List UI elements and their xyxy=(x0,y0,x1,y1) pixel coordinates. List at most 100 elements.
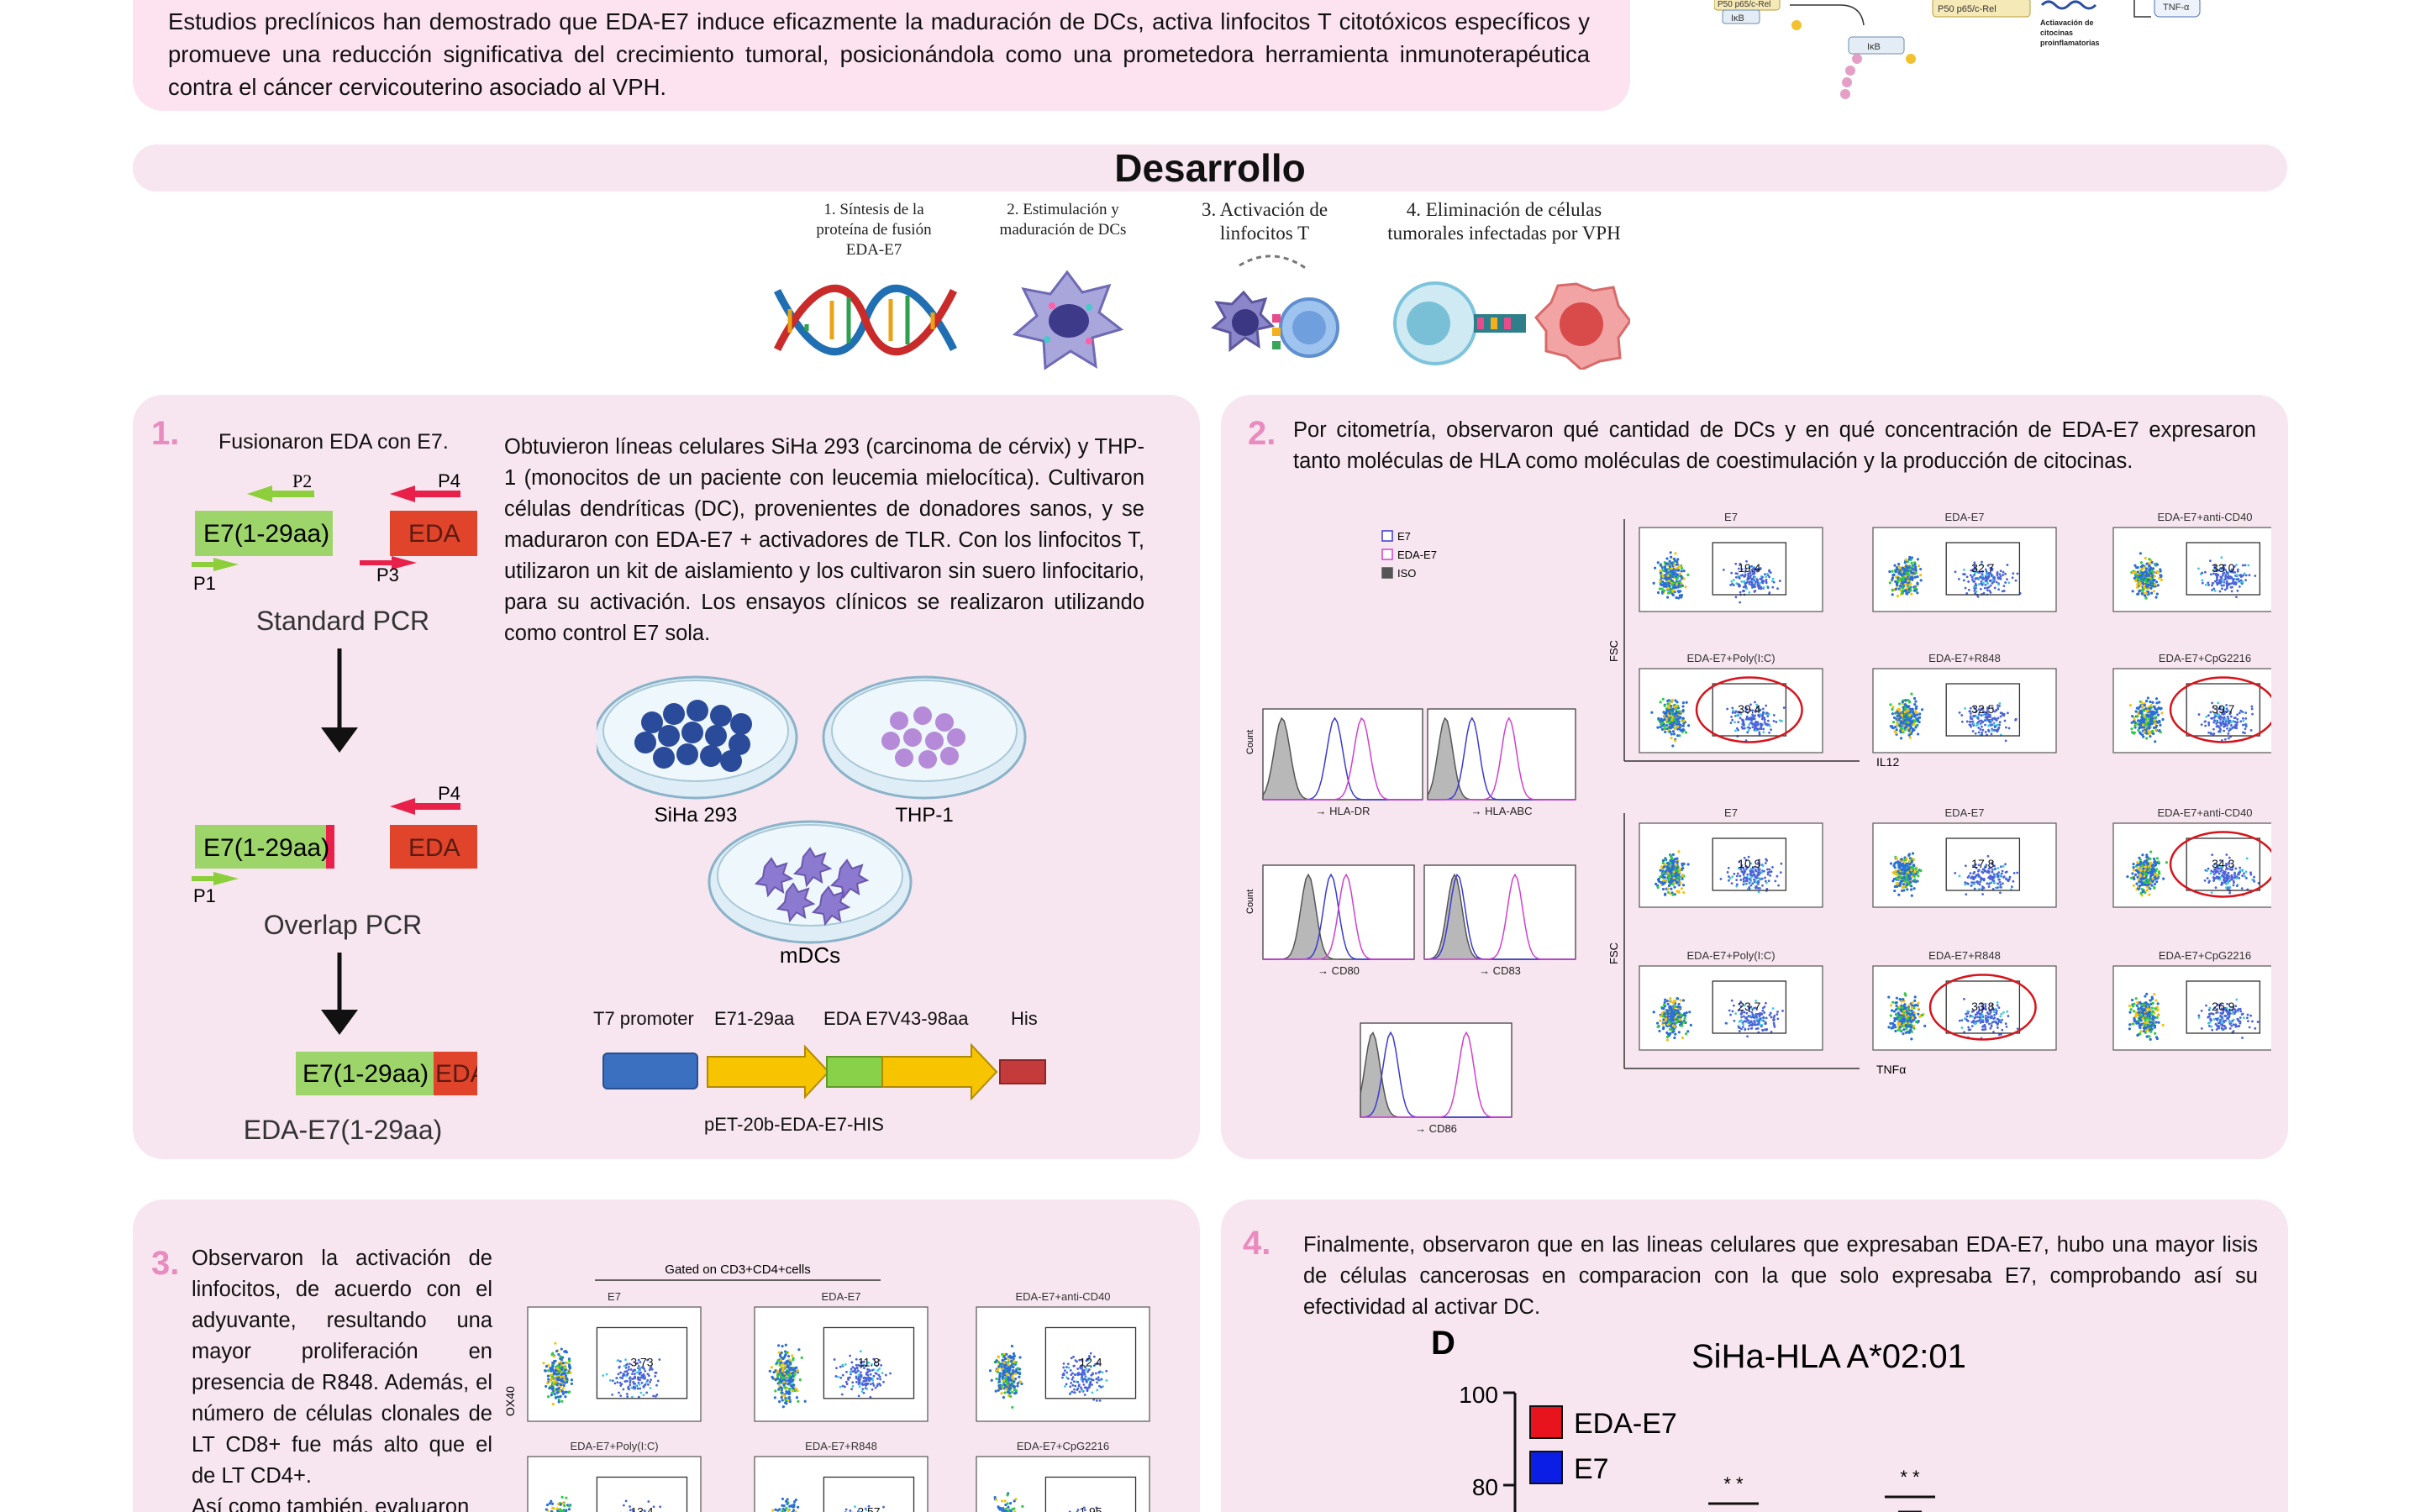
histogram-hla-dr-axis-label: → HLA-DR xyxy=(1315,805,1370,817)
step-1-label: 1. Síntesis de la proteína de fusión EDA… xyxy=(816,201,932,259)
panel-2: 2. Por citometría, observaron qué cantid… xyxy=(1221,395,2288,1159)
histogram-cd86-axis-label: → CD86 xyxy=(1415,1122,1457,1135)
construct-his-label: His xyxy=(1011,1008,1038,1029)
panel-1-number: 1. xyxy=(151,415,180,452)
il12-plot-5-highlight xyxy=(2169,676,2271,743)
siha-label: SiHa 293 xyxy=(655,804,738,827)
ox40-plot-5: EDA-E7+CpG2216 1.95 xyxy=(976,1440,1150,1512)
il12-plot-0-value: 19.4 xyxy=(1738,561,1760,575)
panel-1-body: Obtuvieron líneas celulares SiHa 293 (ca… xyxy=(504,435,1144,645)
panel-1: 1. Fusionaron EDA con E7. Obtuvieron lín… xyxy=(133,395,1200,1159)
thp-label: THP-1 xyxy=(895,804,953,827)
sig-marker-2: * * xyxy=(1900,1467,1920,1488)
ox40-flow-figure: Gated on CD3+CD4+cells OX40 E7 3.73 EDA-E7 11… xyxy=(503,1263,1150,1512)
tnf-plot-1: EDA-E7 17.8 xyxy=(1872,806,2057,908)
lysis-chart: D SiHa-HLA A*02:01 100 80 EDA-E7 E7 * * … xyxy=(1431,1326,1966,1512)
count-axis-2: Count xyxy=(1245,890,1255,914)
mdc-dish xyxy=(708,820,913,944)
tnf-plot-4-events xyxy=(1887,992,2019,1041)
pathway-p50p65: P50 p65/c-Rel xyxy=(1938,4,1996,14)
il12-plot-5-title: EDA-E7+CpG2216 xyxy=(2159,652,2251,664)
ox40-plot-2-title: EDA-E7+anti-CD40 xyxy=(1015,1290,1110,1303)
overlap-pcr-label: Overlap PCR xyxy=(264,910,423,940)
pathway-tnf: TNF-α xyxy=(2163,3,2190,13)
il12-plot-4: EDA-E7+R848 32.5 xyxy=(1872,652,2057,753)
flow-cytometry-figure: E7 EDA-E7 ISO → HLA-DR → HLA-ABC → CD80 → CD83… xyxy=(1245,511,2271,1135)
primer-p3-label: P3 xyxy=(376,564,399,585)
tnf-plot-5-gate xyxy=(2186,980,2261,1034)
step-2-label: 2. Estimulación y maduración de DCs xyxy=(999,201,1127,239)
il12-plot-4-value: 32.5 xyxy=(1971,702,1994,716)
construct-eda-label: EDA E7V43-98aa xyxy=(823,1008,969,1029)
il12-plot-2: EDA-E7+anti-CD40 33.0 xyxy=(2112,511,2271,612)
histogram-hla-dr: → HLA-DR xyxy=(1262,708,1423,817)
pcr-diagram: P2 P4 E7(1-29aa) EDA P1 P3 Standard PCR … xyxy=(192,470,477,1145)
pathway-top-label: P50 p65/c-Rel xyxy=(1718,0,1770,9)
ox40-plot-0-value: 3.73 xyxy=(630,1356,653,1369)
eda-block-1-label: EDA xyxy=(408,520,460,548)
tnf-plot-1-value: 17.8 xyxy=(1971,857,1994,870)
legend-swatch-0 xyxy=(1381,530,1393,542)
ox40-plot-2: EDA-E7+anti-CD40 12.4 xyxy=(976,1290,1150,1422)
il12-plot-3-highlight xyxy=(1695,676,1803,743)
tumor-killing-icon xyxy=(1393,281,1630,370)
tick-80: 80 xyxy=(1472,1474,1498,1500)
primer-p1-arrow xyxy=(213,558,239,571)
ox40-plot-1-value: 11.8 xyxy=(858,1356,880,1369)
plasmid-construct xyxy=(602,1042,1046,1101)
primer-p2-arrow xyxy=(247,486,272,502)
panel-1-heading: Fusionaron EDA con E7. xyxy=(218,430,449,454)
il12-plot-0-events xyxy=(1652,551,1781,604)
ox40-plot-1-gate xyxy=(823,1326,915,1399)
e7-block-1-label: E7(1-29aa) xyxy=(203,520,329,548)
dna-icon xyxy=(773,284,958,356)
tnf-plot-1-events xyxy=(1889,852,2019,897)
construct-t7-label: T7 promoter xyxy=(593,1008,694,1029)
il12-plot-1: EDA-E7 32.7 xyxy=(1872,511,2057,612)
panel-4-body: Finalmente, observaron que en las lineas… xyxy=(1303,1233,2258,1319)
ox40-plot-3-gate xyxy=(596,1476,688,1512)
primer-p4b-label: P4 xyxy=(438,783,460,804)
pathway-cytokines: Actiavación de xyxy=(2040,18,2094,27)
il12-plot-0: E7 19.4 xyxy=(1639,511,1823,612)
process-steps: 1. Síntesis de la proteína de fusión EDA… xyxy=(756,197,1647,373)
tnf-plot-3-gate xyxy=(1712,980,1787,1034)
intro-box: Estudios preclínicos han demostrado que … xyxy=(133,0,1630,111)
ox40-plot-2-events xyxy=(988,1344,1108,1410)
il12-plot-3-gate xyxy=(1712,683,1787,737)
histogram-cd83-axis-label: → CD83 xyxy=(1479,964,1521,977)
il12-plot-4-title: EDA-E7+R848 xyxy=(1928,652,2001,664)
ox40-plot-1-events xyxy=(768,1343,892,1409)
e7-block-1 xyxy=(195,511,333,556)
panel-3-body-cont: Así como también, evaluaron xyxy=(192,1495,470,1512)
section-title: Desarrollo xyxy=(1114,146,1306,190)
il12-plot-2-value: 33.0 xyxy=(2212,561,2234,575)
primer-p4-label: P4 xyxy=(438,470,460,491)
tnf-x-axis: TNFα xyxy=(1876,1063,1906,1076)
tick-100: 100 xyxy=(1459,1382,1498,1408)
tnf-plot-4-gate xyxy=(1945,980,2021,1034)
panel-4: 4. Finalmente, observaron que en las lin… xyxy=(1221,1200,2288,1512)
histogram-cd83: → CD83 xyxy=(1423,864,1576,977)
construct-e7-label: E71-29aa xyxy=(714,1008,795,1029)
il12-plot-5-events xyxy=(2128,696,2254,743)
ox40-plot-1: EDA-E7 11.8 xyxy=(754,1290,929,1422)
panel-3-body: Observaron la activación de linfocitos, … xyxy=(192,1247,492,1488)
il12-plot-4-gate xyxy=(1945,683,2021,737)
tnf-plot-5: EDA-E7+CpG2216 26.9 xyxy=(2112,949,2271,1051)
eda-block-1 xyxy=(390,511,477,556)
primer-p1b-label: P1 xyxy=(193,885,216,906)
il12-plot-1-value: 32.7 xyxy=(1971,561,1994,575)
il12-plot-1-gate xyxy=(1945,542,2021,596)
legend-swatch-1 xyxy=(1381,549,1393,560)
il12-plot-0-title: E7 xyxy=(1724,511,1738,523)
ox40-plot-4-gate xyxy=(823,1476,915,1512)
ox40-plot-0-events xyxy=(542,1341,661,1406)
tnf-plot-0-title: E7 xyxy=(1724,806,1738,819)
fusion-e7-label: E7(1-29aa) xyxy=(302,1060,429,1088)
ox40-plot-5-events xyxy=(993,1492,1098,1512)
ox40-plot-5-value: 1.95 xyxy=(1079,1505,1102,1512)
tnf-plot-1-title: EDA-E7 xyxy=(1945,806,1985,819)
eda-block-2-label: EDA xyxy=(408,834,460,862)
legend-label-0: E7 xyxy=(1397,530,1411,543)
